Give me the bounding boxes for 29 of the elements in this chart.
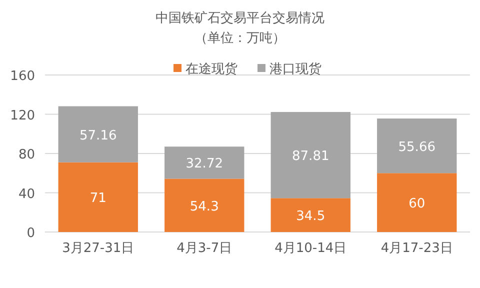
chart-title: 中国铁矿石交易平台交易情况: [156, 10, 324, 26]
y-tick-label: 40: [18, 186, 35, 202]
data-label: 32.72: [186, 156, 223, 172]
legend-label: 在途现货: [186, 62, 238, 77]
bar: [164, 146, 244, 179]
data-label: 57.16: [80, 128, 117, 144]
data-label: 34.5: [296, 209, 326, 224]
y-tick-label: 160: [10, 69, 35, 84]
data-label: 54.3: [190, 199, 219, 214]
bar: [58, 106, 138, 162]
chart-subtitle: （单位：万吨）: [194, 31, 286, 46]
y-tick-label: 0: [26, 226, 35, 241]
legend-label: 港口现货: [270, 62, 322, 77]
bar: [58, 162, 138, 232]
data-label: 55.66: [398, 140, 436, 155]
x-tick-label: 4月10-14日: [274, 241, 347, 256]
x-tick-label: 4月17-23日: [380, 241, 453, 256]
bar: [164, 178, 244, 232]
x-tick-label: 4月3-7日: [176, 241, 232, 256]
bar: [377, 118, 457, 174]
bar: [270, 198, 350, 232]
data-label: 60: [408, 196, 426, 212]
y-tick-label: 120: [10, 108, 35, 124]
y-tick-label: 80: [18, 148, 35, 162]
bar: [270, 112, 350, 198]
x-tick-label: 3月27-31日: [62, 241, 134, 256]
data-label: 87.81: [292, 149, 330, 164]
bar: [377, 173, 457, 232]
data-label: 71: [90, 191, 106, 206]
